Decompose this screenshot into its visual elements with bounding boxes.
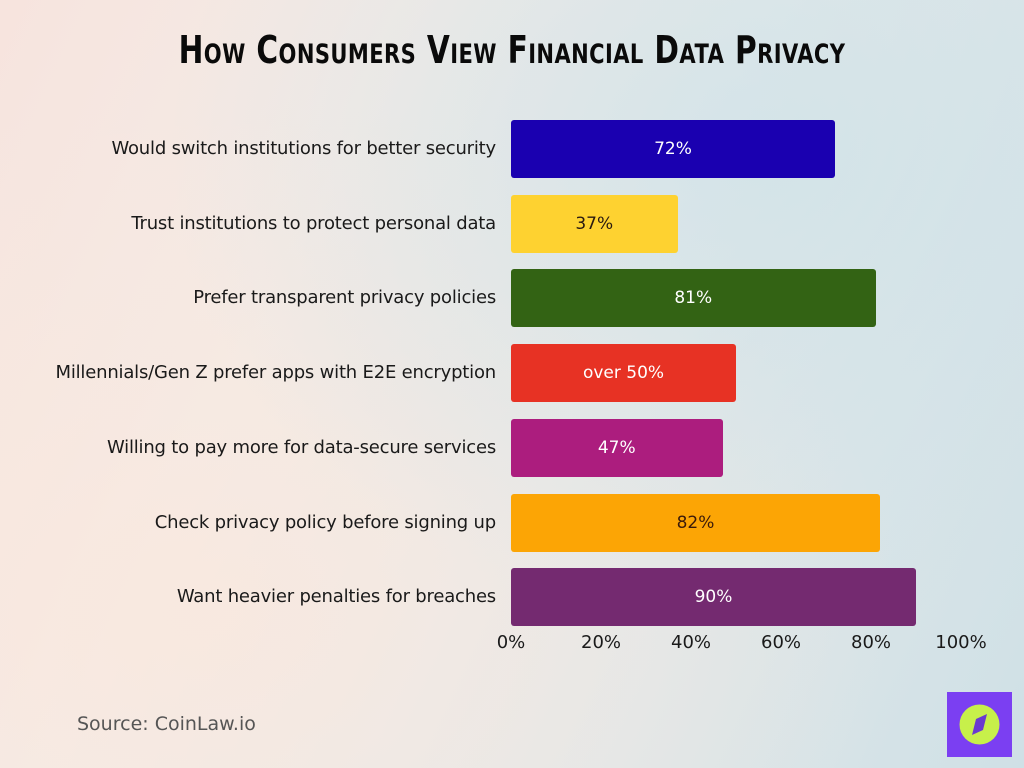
bar-row: Would switch institutions for better sec… — [0, 120, 1024, 178]
bar-value-label: 81% — [674, 288, 713, 309]
x-axis-tick: 100% — [935, 632, 987, 653]
bar-row: Millennials/Gen Z prefer apps with E2E e… — [0, 344, 1024, 403]
bar-label: Check privacy policy before signing up — [154, 511, 496, 533]
x-axis-tick: 20% — [580, 632, 622, 653]
compass-icon — [947, 692, 1012, 757]
source-note: Source: CoinLaw.io — [77, 713, 256, 735]
bar-row: Check privacy policy before signing up 82… — [0, 493, 1024, 552]
bar: 90% — [511, 568, 916, 627]
bar: 82% — [511, 493, 880, 552]
bar-label: Want heavier penalties for breaches — [176, 586, 496, 608]
bar-label: Trust institutions to protect personal d… — [131, 212, 496, 234]
bar-row: Willing to pay more for data-secure serv… — [0, 418, 1024, 477]
bar-label: Millennials/Gen Z prefer apps with E2E e… — [55, 362, 497, 384]
bar: over 50% — [511, 344, 736, 403]
bar-label: Prefer transparent privacy policies — [193, 287, 496, 309]
bar-row: Trust institutions to protect personal d… — [0, 194, 1024, 253]
x-axis-tick: 80% — [850, 632, 892, 653]
x-axis: 0% 20% 40% 60% 80% 100% — [0, 632, 1024, 656]
brand-logo — [947, 692, 1012, 757]
bar-label: Willing to pay more for data-secure serv… — [106, 436, 496, 458]
x-axis-tick: 60% — [760, 632, 802, 653]
bar: 47% — [511, 418, 723, 477]
x-axis-tick: 0% — [496, 632, 526, 653]
bar-row: Want heavier penalties for breaches 90% — [0, 568, 1024, 627]
bar-value-label: 37% — [575, 213, 614, 234]
bar-value-label: 72% — [654, 139, 692, 159]
bar: 81% — [511, 269, 876, 328]
bar: 72% — [511, 120, 835, 178]
x-axis-tick: 40% — [670, 632, 712, 653]
chart-title: How Consumers View Financial Data Privac… — [178, 28, 846, 72]
bar: 37% — [511, 194, 678, 253]
bar-row: Prefer transparent privacy policies 81% — [0, 269, 1024, 328]
bar-label: Would switch institutions for better sec… — [111, 138, 496, 159]
bar-value-label: 90% — [694, 587, 733, 608]
bar-value-label: over 50% — [582, 363, 665, 384]
bar-value-label: 82% — [676, 512, 715, 533]
bar-value-label: 47% — [597, 437, 636, 458]
